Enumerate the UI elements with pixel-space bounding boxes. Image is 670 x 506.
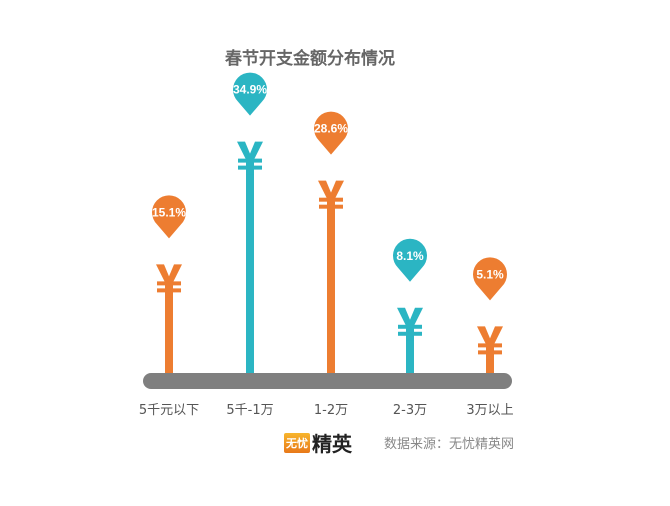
source-note: 数据来源：无忧精英网 xyxy=(384,437,515,452)
yen-sign-icon xyxy=(477,326,503,345)
bar-group: 28.6% xyxy=(314,111,348,373)
yen-stem xyxy=(327,197,335,214)
data-label: 34.9% xyxy=(233,83,267,97)
value-pin xyxy=(314,111,348,155)
bar-group: 34.9% xyxy=(233,72,267,373)
bar-stem xyxy=(246,171,254,373)
value-pin xyxy=(393,238,427,282)
bar-stem xyxy=(165,294,173,373)
data-label: 5.1% xyxy=(476,267,504,281)
logo: 无忧 精英 xyxy=(284,428,352,457)
logo-large-text: 精英 xyxy=(312,432,352,456)
x-tick-label: 5千元以下 xyxy=(139,403,199,418)
x-tick-label: 5千-1万 xyxy=(226,403,273,418)
yen-stem xyxy=(246,158,254,175)
data-label: 28.6% xyxy=(314,122,348,136)
yen-sign-icon xyxy=(156,264,182,283)
x-tick-label: 1-2万 xyxy=(314,403,348,418)
yen-stem xyxy=(165,281,173,298)
value-pin xyxy=(233,72,267,116)
yen-sign-icon xyxy=(237,141,263,160)
bar-stem xyxy=(327,210,335,373)
yen-stem xyxy=(406,324,414,341)
bar-group: 15.1% xyxy=(152,195,186,373)
x-tick-label: 3万以上 xyxy=(466,403,513,418)
yen-stem xyxy=(486,343,494,360)
yen-sign-icon xyxy=(397,307,423,326)
x-tick-label: 2-3万 xyxy=(393,403,427,418)
data-label: 8.1% xyxy=(396,249,424,263)
baseline-bar xyxy=(143,373,512,389)
bar-stem xyxy=(486,356,494,373)
data-label: 15.1% xyxy=(152,205,186,219)
logo-small-text: 无忧 xyxy=(284,432,310,453)
value-pin xyxy=(472,257,507,301)
bar-group: 5.1% xyxy=(472,257,507,373)
yen-sign-icon xyxy=(318,180,344,199)
chart-title: 春节开支金额分布情况 xyxy=(225,49,395,69)
value-pin xyxy=(152,195,186,239)
bar-group: 8.1% xyxy=(393,238,427,373)
bar-stem xyxy=(406,337,414,373)
